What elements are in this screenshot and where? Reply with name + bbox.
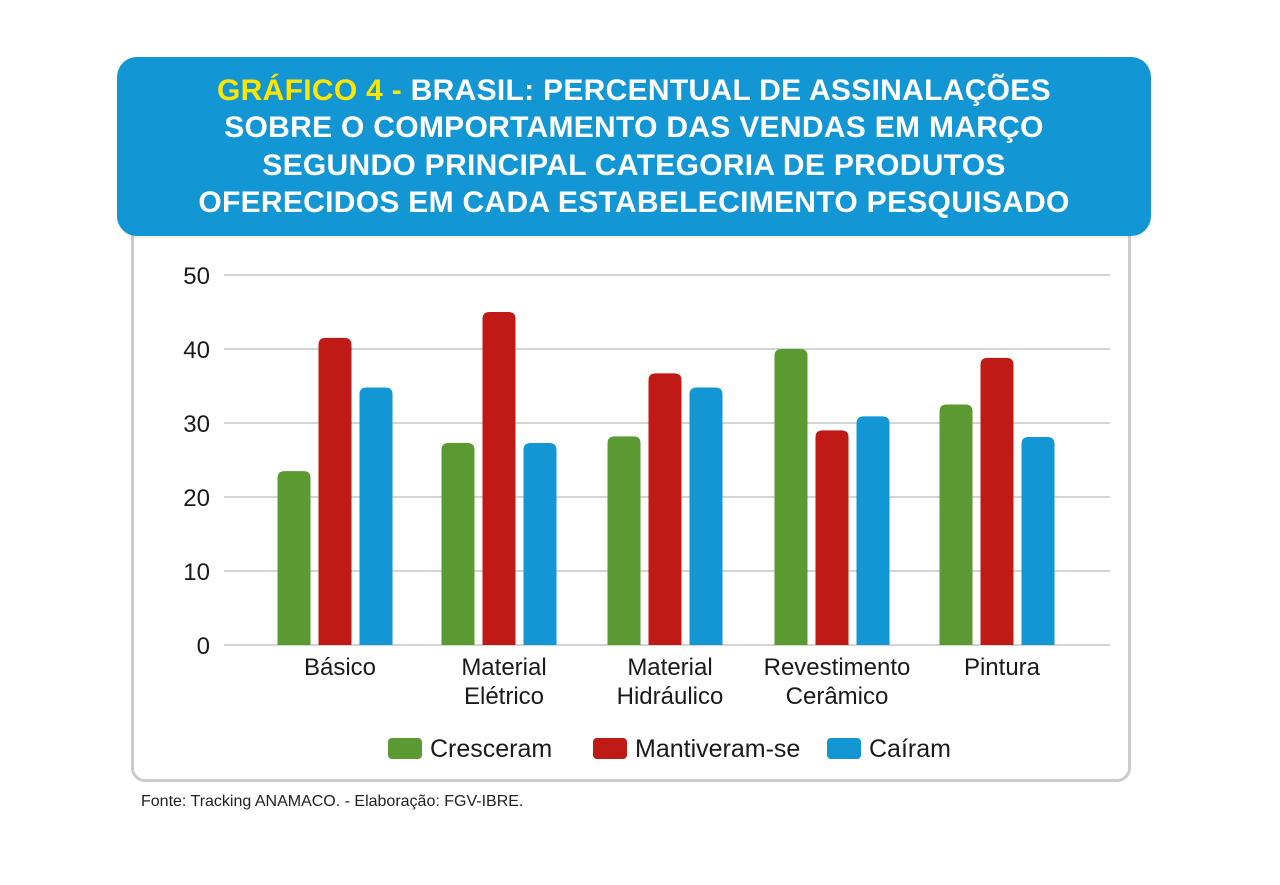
legend-label-2: Caíram xyxy=(869,735,951,763)
legend-label-1: Mantiveram-se xyxy=(635,735,800,763)
y-tick-label-0: 0 xyxy=(197,633,210,660)
bar-2-0 xyxy=(607,436,641,645)
bar-0-0 xyxy=(277,471,311,645)
title-line-1: GRÁFICO 4 - BRASIL: PERCENTUAL DE ASSINA… xyxy=(198,72,1069,110)
category-label-2-1: Hidráulico xyxy=(617,683,724,710)
category-label-4-0: Pintura xyxy=(964,654,1041,681)
legend-swatch-2 xyxy=(827,738,861,759)
title-line-2: SOBRE O COMPORTAMENTO DAS VENDAS EM MARÇ… xyxy=(224,111,1044,144)
bar-3-0 xyxy=(774,349,808,645)
legend-label-0: Cresceram xyxy=(430,735,552,763)
title-prefix: GRÁFICO 4 - xyxy=(217,73,403,107)
legend-swatch-1 xyxy=(593,738,627,759)
chart-title: GRÁFICO 4 - BRASIL: PERCENTUAL DE ASSINA… xyxy=(198,72,1069,222)
bar-2-2 xyxy=(689,387,723,645)
y-tick-label-40: 40 xyxy=(183,337,210,364)
category-label-3-0: Revestimento xyxy=(764,654,911,681)
bar-1-1 xyxy=(482,312,516,645)
y-tick-label-30: 30 xyxy=(183,411,210,438)
bar-4-1 xyxy=(980,357,1014,645)
bar-4-2 xyxy=(1021,437,1055,645)
legend-swatch-0 xyxy=(388,738,422,759)
category-label-1-0: Material xyxy=(461,654,546,681)
title-line-4: OFERECIDOS EM CADA ESTABELECIMENTO PESQU… xyxy=(198,186,1070,219)
bar-0-1 xyxy=(318,337,352,645)
y-tick-label-50: 50 xyxy=(183,263,210,290)
bars xyxy=(277,312,1055,645)
title-banner: GRÁFICO 4 - BRASIL: PERCENTUAL DE ASSINA… xyxy=(117,57,1151,236)
bar-3-1 xyxy=(815,430,849,645)
category-label-3-1: Cerâmico xyxy=(786,683,889,710)
source-note: Fonte: Tracking ANAMACO. - Elaboração: F… xyxy=(141,793,524,810)
y-tick-label-20: 20 xyxy=(183,485,210,512)
bar-1-2 xyxy=(523,442,557,645)
bar-3-2 xyxy=(856,416,890,645)
bar-1-0 xyxy=(441,442,475,645)
legend: Cresceram Mantiveram-se Caíram xyxy=(388,735,951,763)
y-tick-label-10: 10 xyxy=(183,559,210,586)
category-label-1-1: Elétrico xyxy=(464,683,544,710)
category-label-0-0: Básico xyxy=(304,654,376,681)
title-line-1-text: BRASIL: PERCENTUAL DE ASSINALAÇÕES xyxy=(410,73,1051,107)
category-label-2-0: Material xyxy=(627,654,712,681)
bar-4-0 xyxy=(939,404,973,645)
bar-0-2 xyxy=(359,387,393,645)
bar-2-1 xyxy=(648,373,682,645)
y-axis-ticks: 0 10 20 30 40 50 xyxy=(183,263,210,660)
x-axis-categories: Básico MaterialElétricoMaterialHidráulico… xyxy=(304,654,1041,710)
title-line-3: SEGUNDO PRINCIPAL CATEGORIA DE PRODUTOS xyxy=(262,148,1006,182)
